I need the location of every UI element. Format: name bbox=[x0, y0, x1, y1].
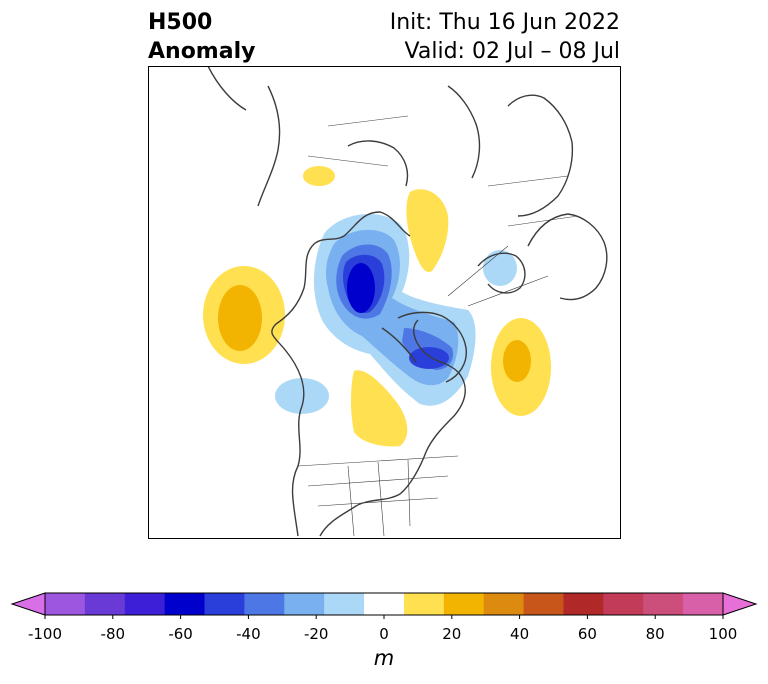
colorbar-bin bbox=[204, 593, 245, 615]
positive-anomaly-north-atlantic bbox=[491, 318, 551, 416]
colorbar-bin bbox=[284, 593, 325, 615]
positive-anomaly-central-asia bbox=[303, 166, 335, 186]
map-frame bbox=[148, 66, 621, 539]
positive-anomaly-eastern-siberia bbox=[406, 189, 449, 273]
colorbar-tick-label: -40 bbox=[236, 625, 261, 643]
colorbar-bin bbox=[124, 593, 166, 615]
colorbar-bin bbox=[683, 593, 724, 615]
colorbar-bins bbox=[45, 593, 724, 615]
positive-anomaly-gulf-of-alaska bbox=[203, 266, 285, 364]
init-label: Init: Thu 16 Jun 2022 bbox=[389, 10, 620, 35]
negative-anomaly-ne-pacific bbox=[275, 378, 329, 414]
colorbar-tick-marks bbox=[44, 615, 724, 619]
colorbar-bin bbox=[403, 593, 445, 615]
negative-anomaly-scandinavia bbox=[483, 250, 517, 286]
colorbar-bin bbox=[164, 593, 206, 615]
colorbar bbox=[10, 592, 758, 619]
colorbar-extend-left bbox=[10, 592, 46, 616]
colorbar-tick-label: -20 bbox=[303, 625, 329, 643]
colorbar-bin bbox=[45, 593, 86, 615]
colorbar-bin bbox=[643, 593, 684, 615]
colorbar-bin bbox=[523, 593, 564, 615]
colorbar-bin bbox=[443, 593, 485, 615]
colorbar-tick-label: 0 bbox=[379, 625, 389, 643]
political-borders bbox=[297, 115, 579, 537]
colorbar-bin bbox=[364, 593, 405, 615]
colorbar-tick-label: 80 bbox=[645, 625, 665, 643]
colorbar-bin bbox=[324, 593, 365, 615]
variable-label: H500 bbox=[148, 10, 213, 35]
colorbar-tick-label: -60 bbox=[168, 625, 193, 643]
title-right: Init: Thu 16 Jun 2022 Valid: 02 Jul – 08… bbox=[390, 8, 620, 66]
colorbar-extend-right bbox=[722, 592, 758, 616]
colorbar-bin bbox=[84, 593, 126, 615]
colorbar-tick-label: -80 bbox=[100, 625, 126, 643]
valid-label: Valid: 02 Jul – 08 Jul bbox=[404, 39, 620, 64]
colorbar-tick-label: 40 bbox=[510, 625, 530, 643]
colorbar-tick-label: 20 bbox=[442, 625, 462, 643]
colorbar-tick-label: 100 bbox=[708, 625, 738, 643]
colorbar-bin bbox=[603, 593, 644, 615]
colorbar-tick-label: -100 bbox=[27, 625, 63, 643]
title-left: H500 Anomaly bbox=[148, 8, 255, 66]
colorbar-tick-label: 60 bbox=[577, 625, 597, 643]
anomaly-map bbox=[148, 66, 621, 539]
colorbar-bin bbox=[483, 593, 525, 615]
colorbar-bin bbox=[563, 593, 604, 615]
colorbar-unit-label: m bbox=[373, 646, 395, 670]
field-label: Anomaly bbox=[148, 39, 256, 64]
colorbar-bin bbox=[244, 593, 285, 615]
positive-anomaly-central-canada bbox=[351, 370, 408, 447]
coastlines bbox=[207, 66, 608, 537]
